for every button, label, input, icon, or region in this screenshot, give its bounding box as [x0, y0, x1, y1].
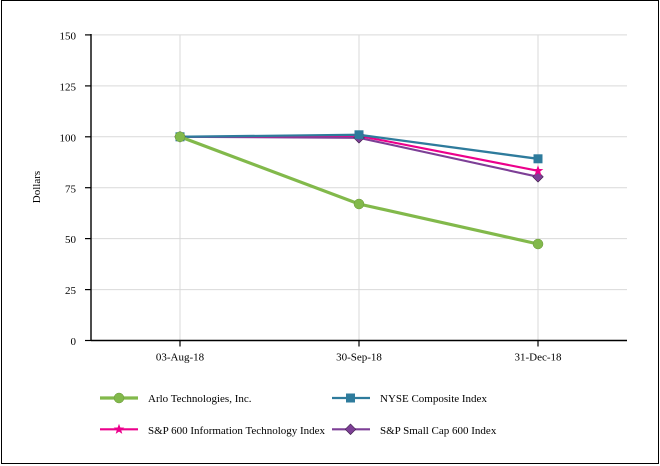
svg-text:NYSE Composite Index: NYSE Composite Index [380, 393, 487, 405]
svg-text:31-Dec-18: 31-Dec-18 [514, 352, 562, 364]
svg-text:03-Aug-18: 03-Aug-18 [156, 352, 205, 364]
svg-text:150: 150 [60, 31, 77, 43]
svg-text:75: 75 [65, 183, 77, 195]
svg-text:Dollars: Dollars [31, 171, 43, 203]
svg-text:S&P 600 Information Technology: S&P 600 Information Technology Index [148, 425, 326, 437]
svg-text:0: 0 [71, 336, 77, 348]
svg-text:100: 100 [60, 133, 77, 145]
svg-text:Arlo Technologies, Inc.: Arlo Technologies, Inc. [148, 393, 252, 405]
svg-text:S&P Small Cap 600 Index: S&P Small Cap 600 Index [380, 425, 497, 437]
svg-text:25: 25 [65, 285, 77, 297]
svg-text:50: 50 [65, 234, 77, 246]
svg-text:125: 125 [60, 82, 77, 94]
svg-text:30-Sep-18: 30-Sep-18 [336, 352, 382, 364]
